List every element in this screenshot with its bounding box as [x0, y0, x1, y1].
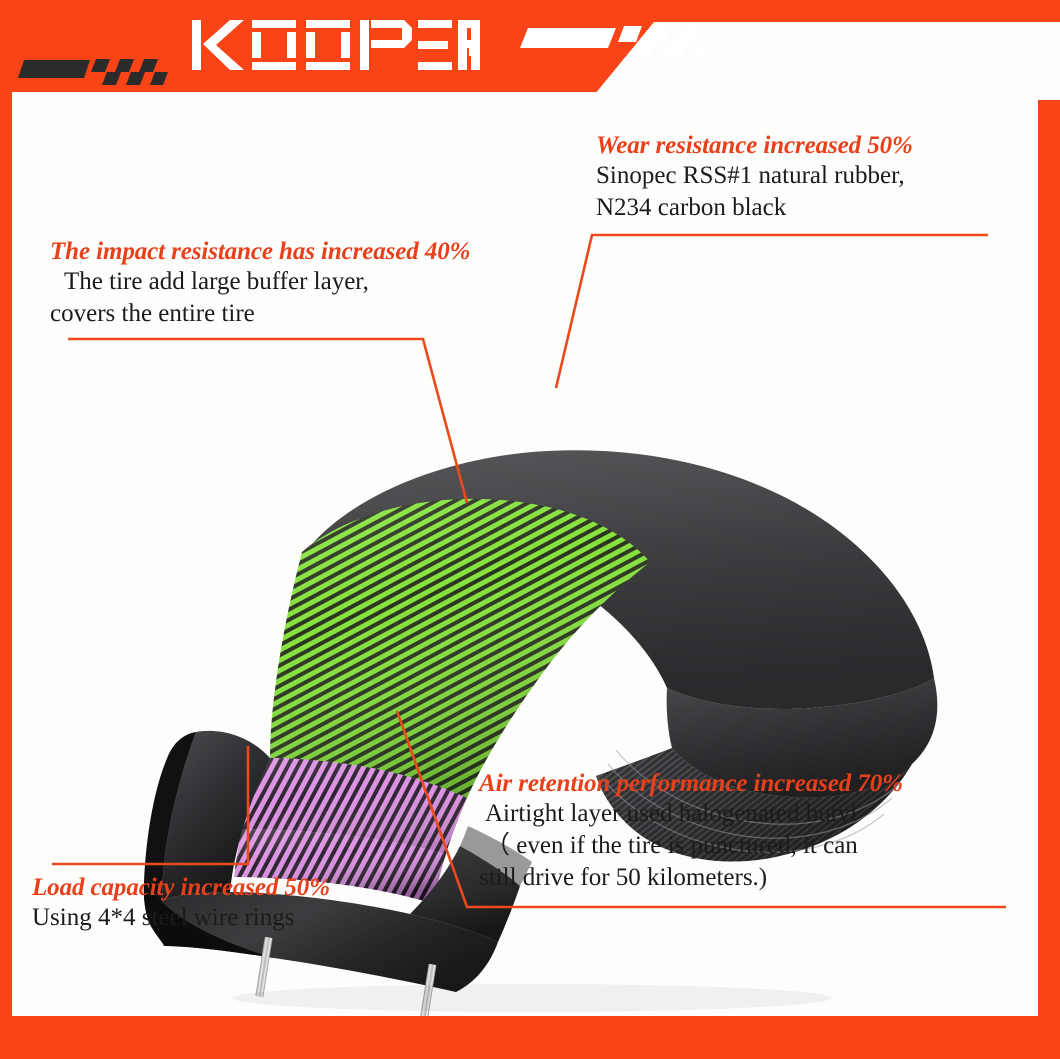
callout-load: Load capacity increased 50% Using 4*4 st… — [32, 873, 330, 934]
callout-impact-body-line-2: covers the entire tire — [50, 300, 255, 327]
steel-wire-bead-right — [419, 963, 437, 1016]
callout-air-body-line-1: Airtight layer used halogenated butyl — [485, 800, 858, 827]
callout-air-body-line-3: still drive for 50 kilometers.) — [479, 864, 768, 891]
callout-wear-body-line-2: N234 carbon black — [596, 194, 787, 221]
callout-wear-title: Wear resistance increased 50% — [596, 132, 913, 159]
callout-air-body: Airtight layer used halogenated butyl （ … — [479, 798, 903, 894]
tire-tread-crown — [312, 450, 934, 710]
callout-impact: The impact resistance has increased 40% … — [50, 237, 470, 330]
callout-air-body-line-2: （ even if the tire is punctured, it can — [485, 832, 858, 859]
callout-impact-body: The tire add large buffer layer, covers … — [50, 266, 470, 330]
callout-load-body-line-1: Using 4*4 steel wire rings — [32, 904, 295, 931]
brand-logo — [190, 14, 480, 76]
callout-wear: Wear resistance increased 50% Sinopec RS… — [596, 131, 913, 224]
header-bar — [0, 0, 1060, 100]
callout-air-title: Air retention performance increased 70% — [479, 770, 903, 797]
callout-load-body: Using 4*4 steel wire rings — [32, 902, 330, 934]
callout-air: Air retention performance increased 70% … — [479, 769, 903, 894]
checkered-flag-dark-icon — [18, 58, 168, 92]
callout-wear-body: Sinopec RSS#1 natural rubber, N234 carbo… — [596, 160, 913, 224]
callout-load-title: Load capacity increased 50% — [32, 874, 330, 901]
callout-wear-body-line-1: Sinopec RSS#1 natural rubber, — [596, 162, 905, 189]
steel-wire-bead-left — [255, 936, 273, 998]
tire-ground-shadow — [232, 984, 832, 1012]
callout-impact-body-line-1: The tire add large buffer layer, — [64, 268, 369, 295]
checkered-flag-light-icon — [520, 14, 710, 56]
callout-impact-title: The impact resistance has increased 40% — [50, 238, 471, 265]
